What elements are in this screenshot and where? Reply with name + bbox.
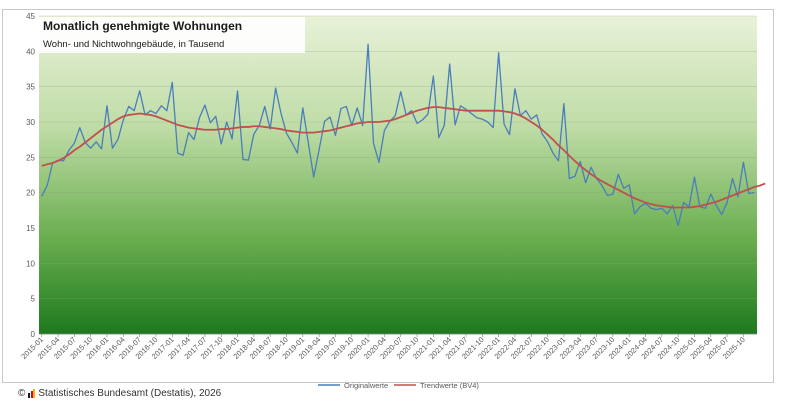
footer: © Statistisches Bundesamt (Destatis), 20…	[18, 388, 221, 399]
y-tick-label: 20	[26, 189, 35, 198]
series-line-originalwerte	[41, 43, 755, 227]
legend-item-originalwerte: Originalwerte	[318, 381, 388, 390]
legend-item-trendwerte: Trendwerte (BV4)	[394, 381, 479, 390]
series-line-trendwerte	[41, 106, 766, 209]
series-layer	[41, 43, 766, 227]
y-tick-label: 5	[31, 295, 36, 304]
destatis-logo-icon	[28, 389, 36, 398]
y-tick-label: 30	[26, 118, 35, 127]
footer-source: Statistisches Bundesamt (Destatis), 2026	[38, 388, 222, 399]
y-tick-label: 15	[26, 224, 35, 233]
y-tick-label: 45	[26, 12, 35, 21]
chart-subtitle: Wohn- und Nichtwohngebäude, in Tausend	[43, 39, 224, 50]
legend-label: Originalwerte	[344, 381, 388, 390]
y-axis: 0 5 10 15 20 25 30 35 40 45	[26, 12, 35, 339]
y-tick-label: 35	[26, 83, 35, 92]
y-tick-label: 25	[26, 153, 35, 162]
legend: Originalwerte Trendwerte (BV4)	[318, 381, 479, 390]
y-tick-label: 10	[26, 259, 35, 268]
chart-title: Monatlich genehmigte Wohnungen	[43, 19, 242, 33]
y-tick-label: 0	[31, 330, 36, 339]
copyright-symbol: ©	[18, 388, 26, 399]
plot-area	[39, 16, 757, 334]
title-box: Monatlich genehmigte Wohnungen Wohn- und…	[39, 17, 305, 53]
y-tick-label: 40	[26, 47, 35, 56]
legend-label: Trendwerte (BV4)	[420, 381, 479, 390]
